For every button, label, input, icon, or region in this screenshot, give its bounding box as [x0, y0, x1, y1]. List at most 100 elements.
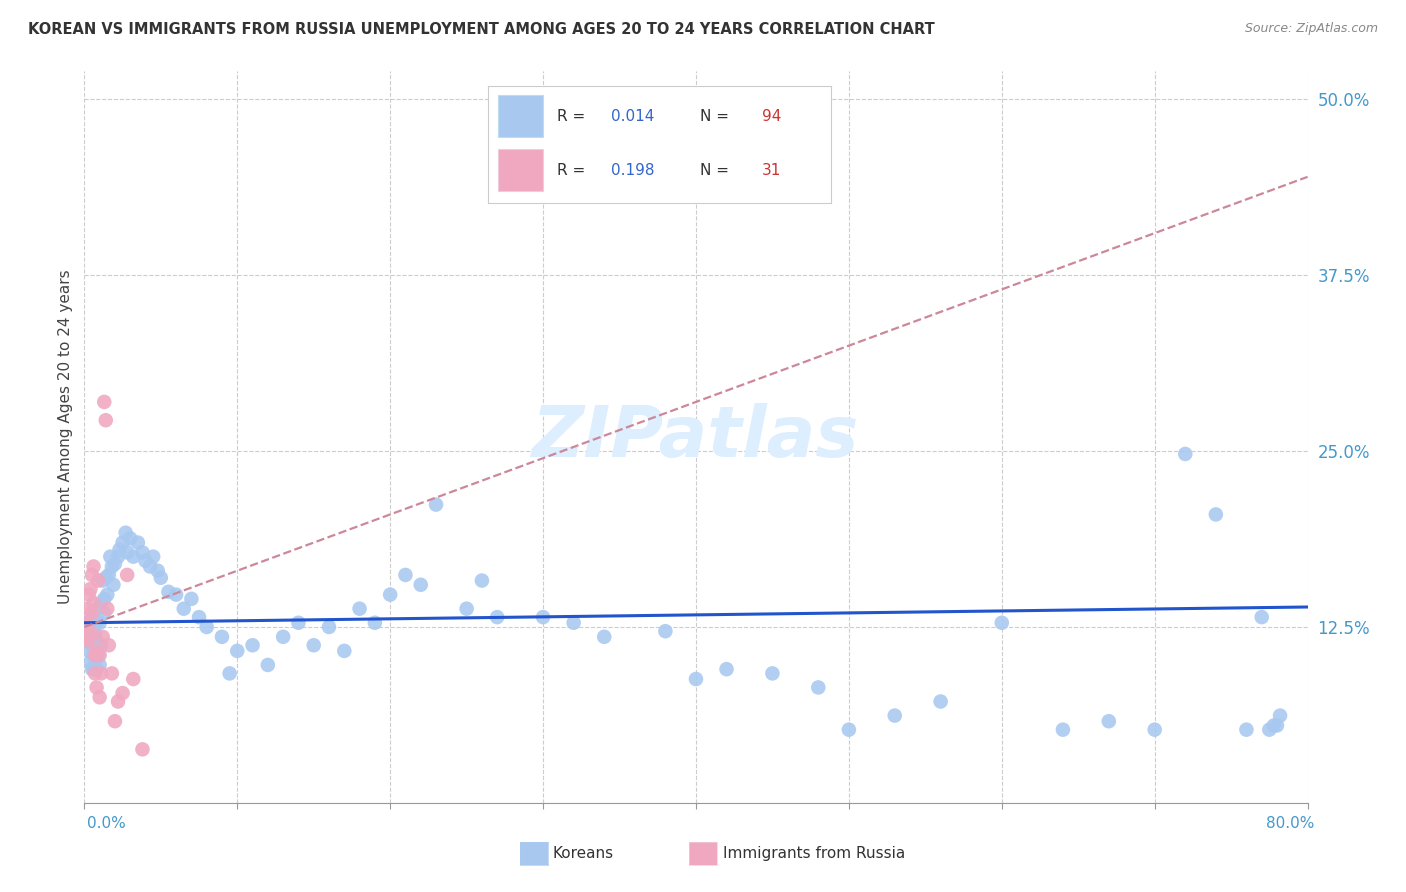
- Point: [89, 690, 111, 705]
- Point: [807, 681, 830, 695]
- Point: [883, 708, 905, 723]
- Point: [79, 582, 101, 596]
- Point: [180, 591, 202, 606]
- Point: [79, 655, 101, 669]
- Point: [149, 571, 172, 585]
- Point: [93, 591, 115, 606]
- Point: [108, 542, 131, 557]
- Point: [257, 657, 280, 672]
- Point: [318, 620, 340, 634]
- Point: [80, 624, 103, 639]
- Point: [76, 601, 98, 615]
- Point: [93, 606, 115, 620]
- Text: Koreans: Koreans: [553, 847, 613, 861]
- Point: [1263, 718, 1285, 732]
- Point: [761, 666, 783, 681]
- Point: [84, 627, 107, 641]
- Point: [991, 615, 1014, 630]
- Point: [425, 498, 447, 512]
- Text: KOREAN VS IMMIGRANTS FROM RUSSIA UNEMPLOYMENT AMONG AGES 20 TO 24 YEARS CORRELAT: KOREAN VS IMMIGRANTS FROM RUSSIA UNEMPLO…: [28, 22, 935, 37]
- Text: Immigrants from Russia: Immigrants from Russia: [723, 847, 905, 861]
- Point: [380, 588, 402, 602]
- Point: [333, 644, 356, 658]
- Y-axis label: Unemployment Among Ages 20 to 24 years: Unemployment Among Ages 20 to 24 years: [58, 269, 73, 605]
- Point: [87, 574, 110, 588]
- Point: [80, 606, 103, 620]
- Point: [98, 549, 121, 564]
- Point: [90, 666, 112, 681]
- Point: [90, 638, 112, 652]
- Point: [135, 554, 157, 568]
- Point: [94, 571, 117, 585]
- Point: [838, 723, 860, 737]
- Point: [107, 549, 129, 564]
- Point: [87, 601, 110, 615]
- Point: [131, 742, 153, 756]
- Point: [111, 535, 134, 549]
- Point: [562, 615, 585, 630]
- Point: [929, 694, 952, 708]
- Text: ZIPatlas: ZIPatlas: [533, 402, 859, 472]
- Point: [91, 630, 114, 644]
- Point: [89, 648, 111, 662]
- Point: [76, 620, 98, 634]
- Point: [75, 615, 97, 630]
- Point: [242, 638, 264, 652]
- Point: [77, 630, 100, 644]
- Point: [87, 648, 110, 662]
- Point: [394, 568, 416, 582]
- Point: [1268, 708, 1291, 723]
- Point: [107, 694, 129, 708]
- Point: [349, 601, 371, 615]
- Point: [127, 535, 149, 549]
- Point: [157, 584, 180, 599]
- Point: [86, 615, 108, 630]
- Point: [287, 615, 309, 630]
- Point: [1205, 508, 1227, 522]
- Text: 80.0%: 80.0%: [1267, 816, 1315, 831]
- Point: [80, 638, 103, 652]
- Point: [486, 610, 509, 624]
- Point: [139, 559, 162, 574]
- Point: [114, 525, 136, 540]
- Point: [79, 624, 101, 639]
- Point: [84, 657, 107, 672]
- Point: [226, 644, 249, 658]
- Point: [83, 648, 105, 662]
- Point: [91, 574, 114, 588]
- Point: [90, 596, 112, 610]
- Point: [364, 615, 387, 630]
- Point: [101, 559, 124, 574]
- Point: [89, 657, 111, 672]
- Point: [97, 638, 120, 652]
- Point: [83, 630, 105, 644]
- Point: [83, 596, 105, 610]
- Point: [1143, 723, 1166, 737]
- Point: [86, 644, 108, 658]
- Point: [94, 413, 117, 427]
- Point: [89, 615, 111, 630]
- Point: [1258, 723, 1281, 737]
- Point: [115, 568, 138, 582]
- Point: [211, 630, 233, 644]
- Point: [84, 666, 107, 681]
- Point: [86, 662, 108, 676]
- Point: [96, 588, 118, 602]
- Point: [86, 634, 108, 648]
- Point: [218, 666, 240, 681]
- Point: [165, 588, 187, 602]
- Point: [409, 578, 432, 592]
- Point: [531, 610, 554, 624]
- Point: [146, 564, 169, 578]
- Point: [103, 578, 125, 592]
- Point: [131, 545, 153, 559]
- Point: [122, 549, 145, 564]
- Point: [83, 559, 105, 574]
- Point: [1265, 718, 1288, 732]
- Point: [173, 601, 195, 615]
- Point: [1098, 714, 1121, 729]
- Point: [104, 557, 127, 571]
- Point: [77, 630, 100, 644]
- Point: [195, 620, 218, 634]
- Point: [593, 630, 616, 644]
